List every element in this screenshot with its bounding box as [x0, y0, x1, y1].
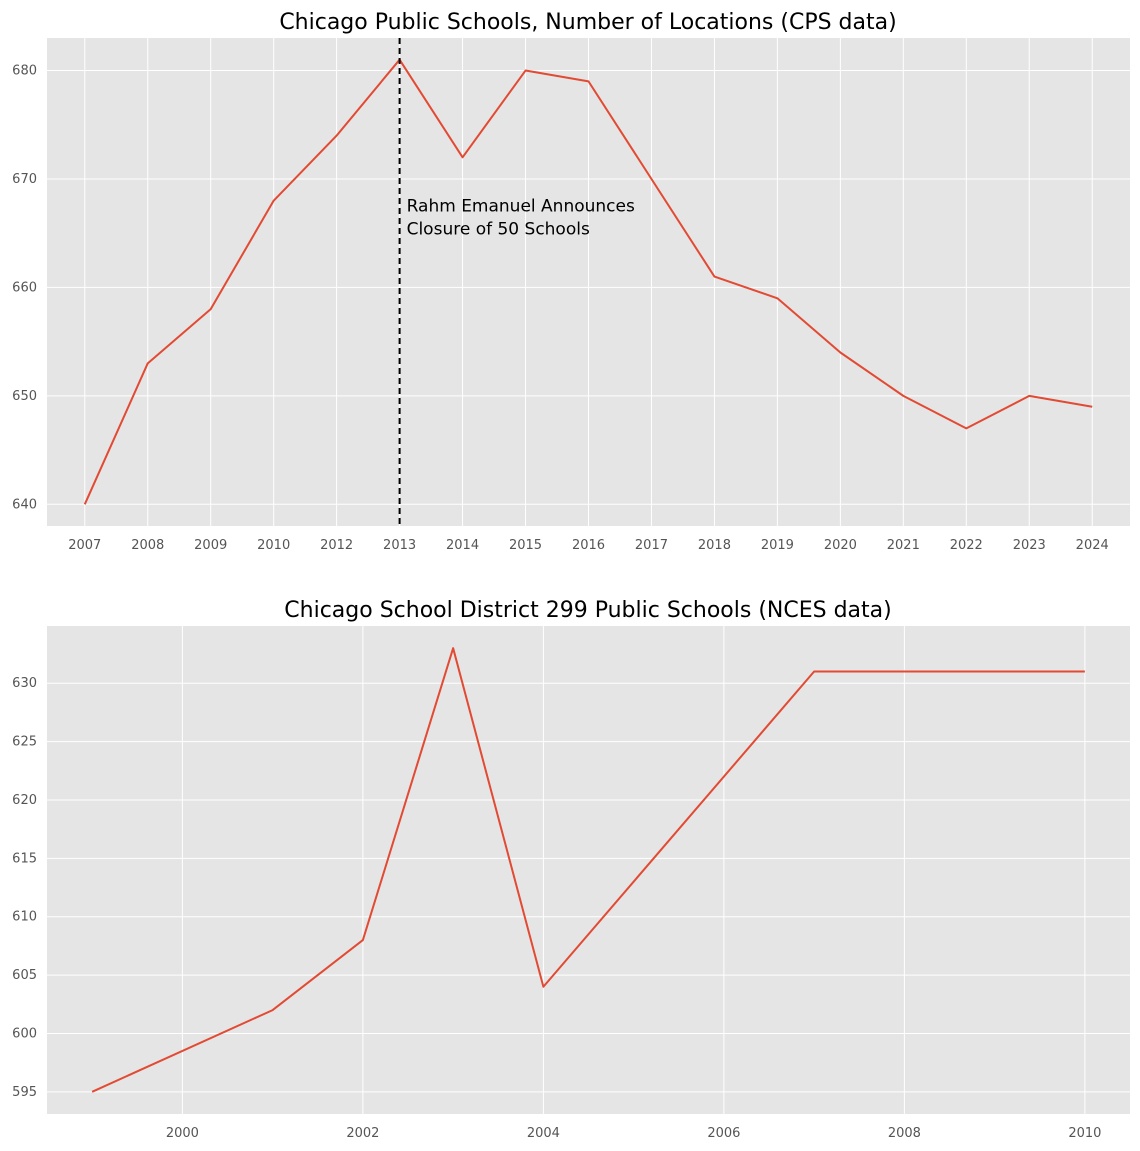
x-tick-label: 2010: [1068, 1126, 1101, 1141]
x-tick-label: 2008: [888, 1126, 921, 1141]
chart-title: Chicago Public Schools, Number of Locati…: [279, 10, 896, 35]
y-tick-label: 600: [12, 1026, 37, 1041]
x-tick-label: 2022: [950, 538, 983, 553]
y-tick-label: 640: [12, 497, 37, 512]
x-tick-label: 2010: [257, 538, 290, 553]
x-tick-label: 2023: [1013, 538, 1046, 553]
x-tick-label: 2006: [707, 1126, 740, 1141]
y-tick-label: 610: [12, 910, 37, 925]
y-tick-label: 595: [12, 1085, 37, 1100]
x-tick-label: 2021: [887, 538, 920, 553]
tick-labels: 595 600 605 610 615 620 625 630 2000 2002 2004 2006…: [12, 676, 1101, 1141]
x-tick-label: 2014: [446, 538, 479, 553]
x-tick-label: 2000: [166, 1126, 199, 1141]
y-tick-label: 630: [12, 676, 37, 691]
y-tick-label: 625: [12, 735, 37, 750]
chart-title: Chicago School District 299 Public Schoo…: [284, 598, 891, 623]
annotation: Rahm Emanuel Announces Closure of 50 Sch…: [398, 38, 635, 526]
y-tick-label: 670: [12, 172, 37, 187]
data-series: [91, 647, 1085, 1093]
x-tick-label: 2004: [527, 1126, 560, 1141]
y-tick-label: 660: [12, 280, 37, 295]
chart-cps-locations: Chicago Public Schools, Number of Locati…: [12, 10, 1130, 553]
y-tick-label: 605: [12, 968, 37, 983]
x-tick-label: 2009: [194, 538, 227, 553]
x-tick-label: 2013: [383, 538, 416, 553]
x-tick-label: 2008: [131, 538, 164, 553]
chart-nces-schools: Chicago School District 299 Public Schoo…: [12, 598, 1130, 1141]
grid-lines: [47, 626, 1130, 1114]
x-tick-label: 2020: [824, 538, 857, 553]
tick-labels: 640 650 660 670 680 2007 2008 2009 2010 2012 2013 2…: [12, 64, 1109, 553]
x-tick-label: 2017: [635, 538, 668, 553]
x-tick-label: 2015: [509, 538, 542, 553]
y-tick-label: 680: [12, 64, 37, 79]
x-tick-label: 2024: [1076, 538, 1109, 553]
y-tick-label: 620: [12, 793, 37, 808]
y-tick-label: 650: [12, 389, 37, 404]
x-tick-label: 2018: [698, 538, 731, 553]
annotation-text-line2: Closure of 50 Schools: [407, 219, 590, 239]
plot-area: [47, 626, 1130, 1114]
x-tick-label: 2012: [320, 538, 353, 553]
x-tick-label: 2016: [572, 538, 605, 553]
data-series: [83, 58, 1093, 505]
y-tick-label: 615: [12, 851, 37, 866]
annotation-text-line1: Rahm Emanuel Announces: [407, 197, 635, 217]
x-tick-label: 2002: [346, 1126, 379, 1141]
x-tick-label: 2007: [68, 538, 101, 553]
x-tick-label: 2019: [761, 538, 794, 553]
